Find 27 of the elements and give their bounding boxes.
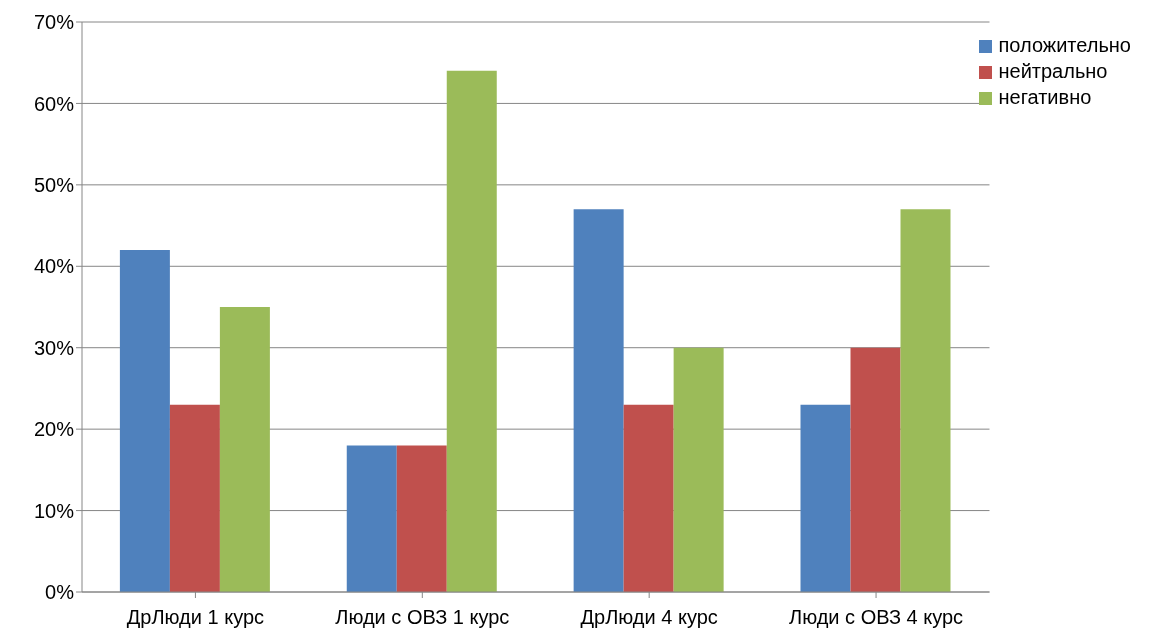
y-tick-label: 10% bbox=[33, 499, 75, 522]
bar bbox=[169, 404, 220, 592]
bar bbox=[900, 209, 951, 592]
bar bbox=[800, 404, 851, 592]
bar bbox=[573, 209, 624, 592]
bar bbox=[623, 404, 674, 592]
legend-label: положительно bbox=[998, 34, 1131, 56]
x-tick-label: ДрЛюди 4 курс bbox=[580, 606, 718, 629]
x-tick-label: Люди с ОВЗ 1 курс bbox=[335, 606, 510, 629]
bar bbox=[446, 70, 497, 592]
y-tick-label: 0% bbox=[45, 581, 75, 604]
bar bbox=[346, 445, 397, 592]
bar bbox=[673, 347, 724, 592]
bar bbox=[850, 347, 901, 592]
y-tick-label: 20% bbox=[33, 418, 75, 441]
legend-label: негативно bbox=[998, 86, 1092, 108]
x-tick-label: Люди с ОВЗ 4 курс bbox=[789, 606, 964, 629]
bar bbox=[396, 445, 447, 592]
y-tick-label: 30% bbox=[33, 336, 75, 359]
y-tick-label: 70% bbox=[33, 11, 75, 34]
y-tick-label: 60% bbox=[33, 92, 75, 115]
bar bbox=[219, 307, 270, 592]
y-tick-label: 40% bbox=[33, 255, 75, 278]
bar bbox=[119, 250, 170, 592]
y-tick-label: 50% bbox=[33, 173, 75, 196]
x-tick-label: ДрЛюди 1 курс bbox=[126, 606, 265, 629]
legend-label: нейтрально bbox=[998, 60, 1108, 82]
